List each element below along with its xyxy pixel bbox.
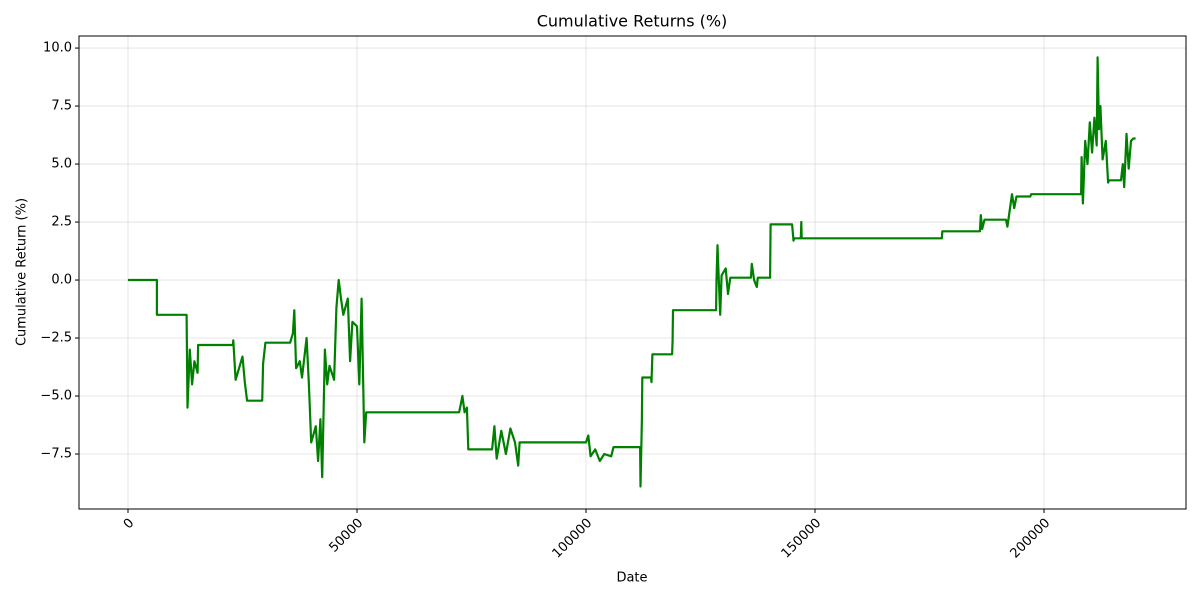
line-series <box>128 56 1136 488</box>
axes-frame <box>78 35 1187 510</box>
x-tick-label: 200000 <box>1008 516 1054 562</box>
y-tick-label: −2.5 <box>40 331 72 346</box>
y-axis-label: Cumulative Return (%) <box>15 198 30 346</box>
x-tick-label: 0 <box>121 516 137 532</box>
chart-title: Cumulative Returns (%) <box>537 12 728 31</box>
y-tick-label: −5.0 <box>40 389 72 404</box>
y-tick-label: 2.5 <box>51 215 72 230</box>
ticks: 0 50000 100000 150000 200000 −7.5 −5.0 −2.5 0.0 2… <box>40 41 1053 562</box>
grid <box>79 36 1186 509</box>
x-tick-label: 100000 <box>550 516 596 562</box>
x-axis-label: Date <box>616 571 647 586</box>
x-tick-label: 150000 <box>779 516 825 562</box>
y-tick-label: −7.5 <box>40 447 72 462</box>
y-tick-label: 7.5 <box>51 99 72 114</box>
plot <box>128 56 1136 488</box>
y-tick-label: 0.0 <box>51 273 72 288</box>
y-tick-label: 5.0 <box>51 157 72 172</box>
x-tick-label: 50000 <box>326 516 366 556</box>
y-tick-label: 10.0 <box>43 41 72 56</box>
